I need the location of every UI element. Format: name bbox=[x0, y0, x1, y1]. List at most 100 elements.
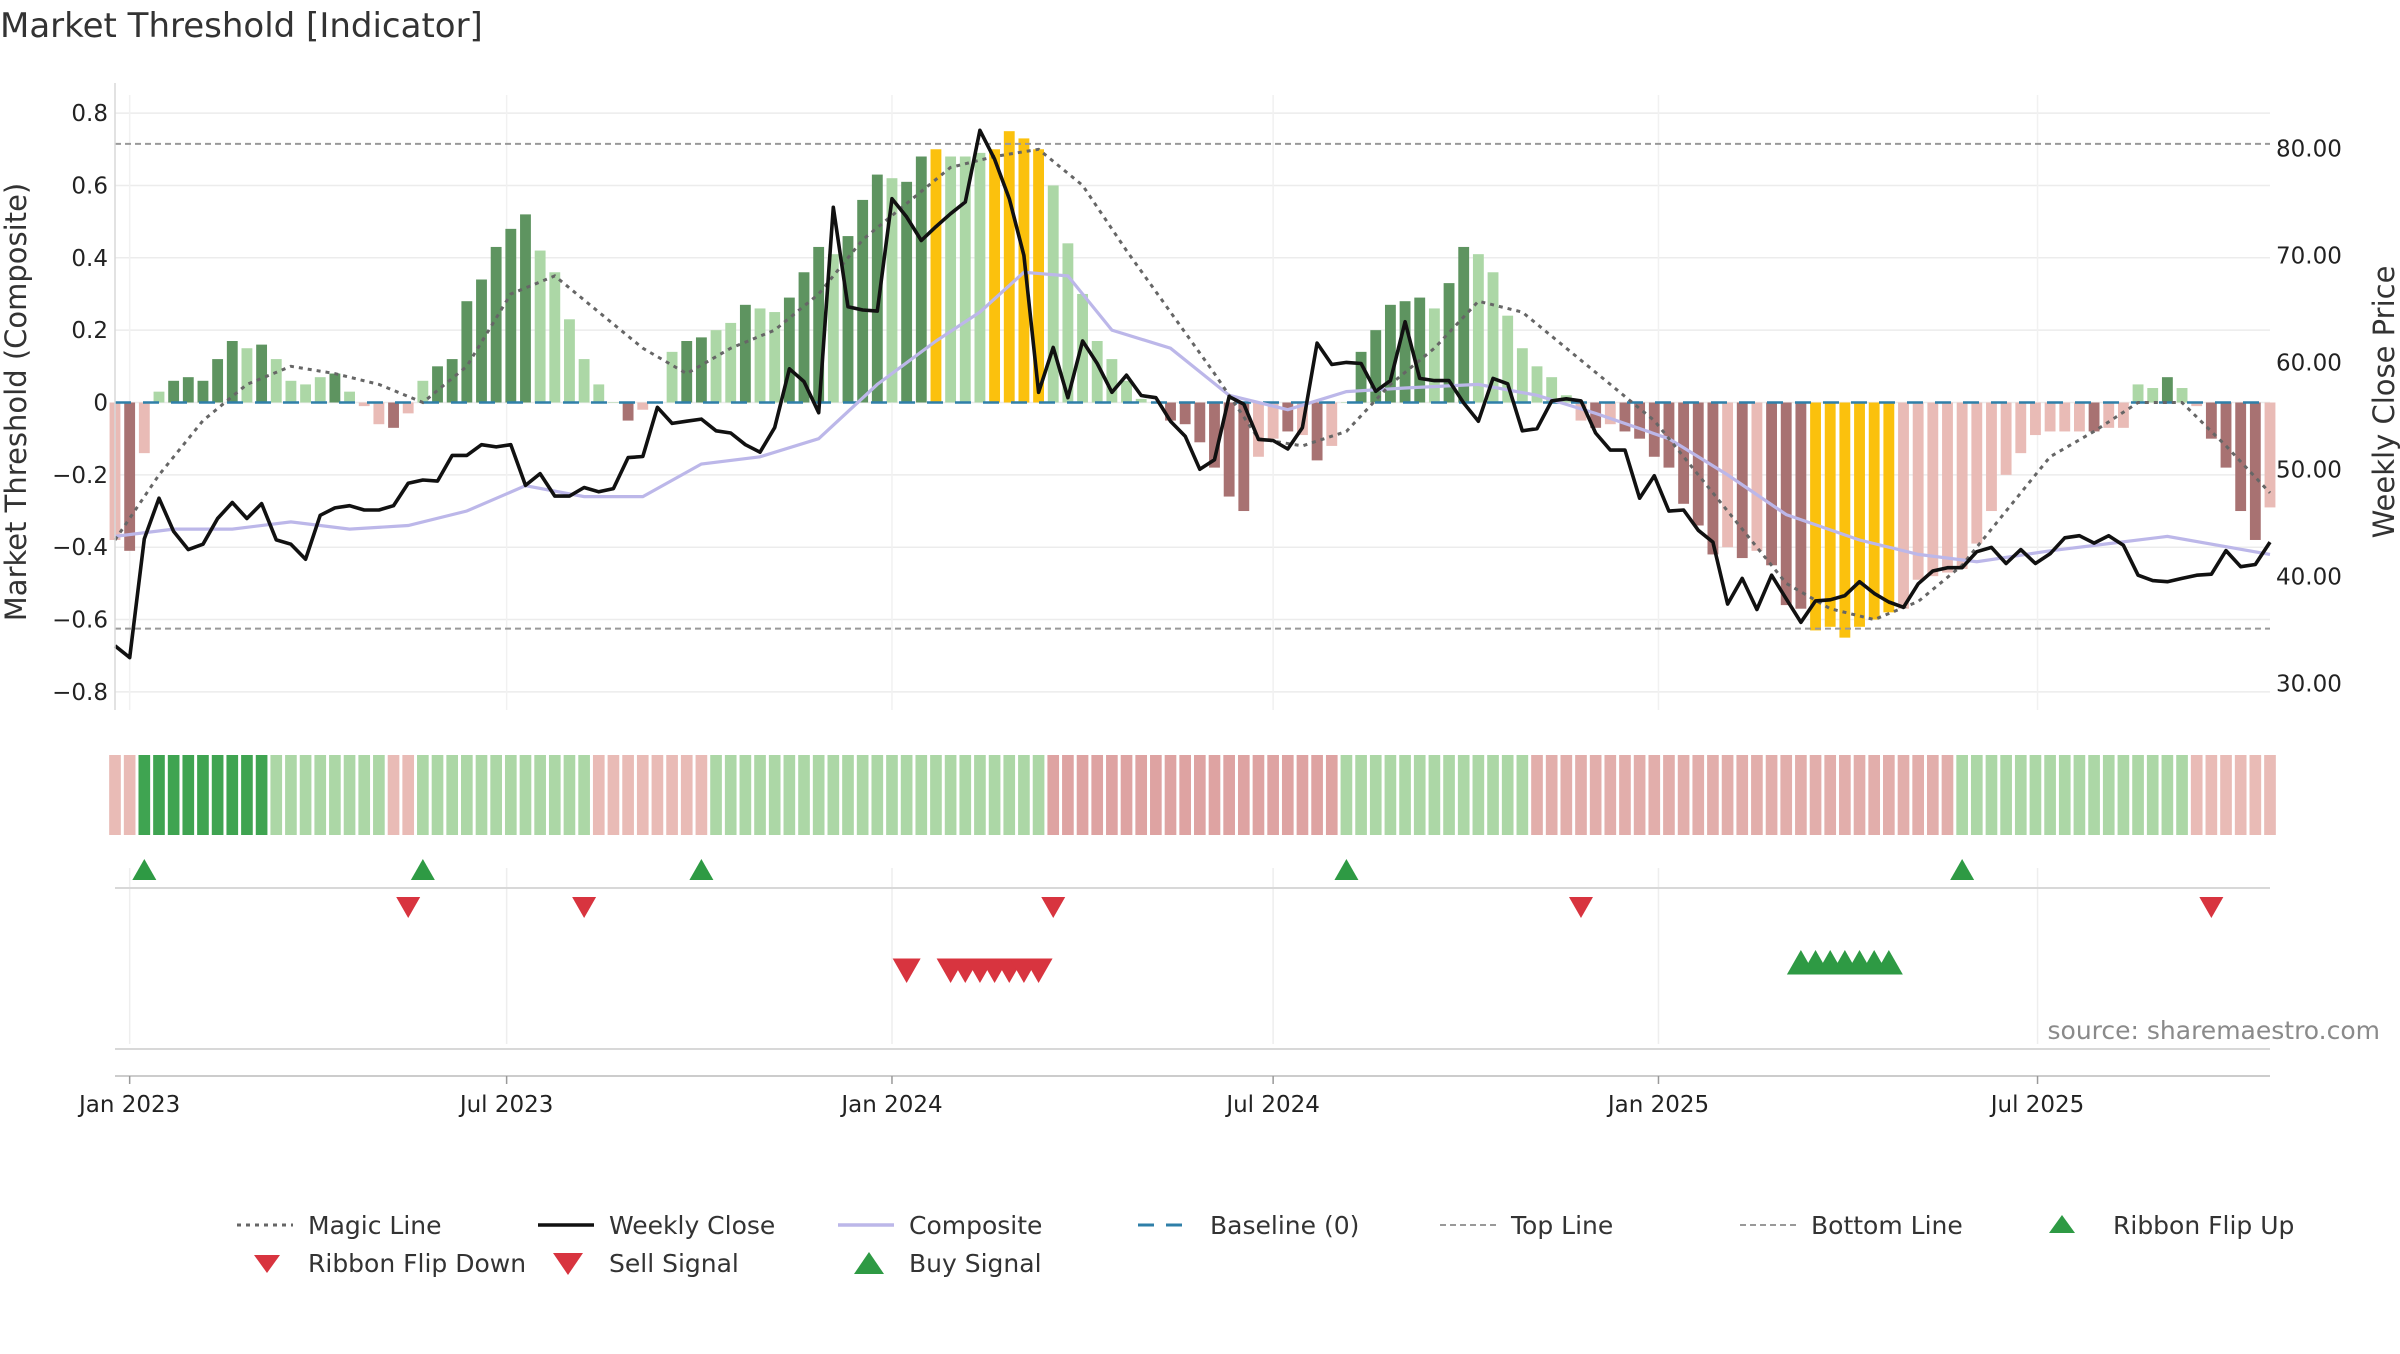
ribbon-cell bbox=[666, 755, 678, 835]
ribbon-cell bbox=[387, 755, 400, 835]
legend-label-sell-signal: Sell Signal bbox=[609, 1249, 739, 1278]
ribbon-cell bbox=[607, 755, 620, 835]
ribbon-cell bbox=[1311, 755, 1323, 835]
x-tick-label: Jan 2025 bbox=[1606, 1092, 1709, 1118]
ribbon-cell bbox=[211, 755, 224, 835]
ribbon-flip-up-marker bbox=[1950, 859, 1975, 880]
ribbon-cell bbox=[1985, 755, 1998, 835]
ribbon-cell bbox=[1355, 755, 1367, 835]
composite-bar bbox=[842, 236, 854, 403]
ribbon-cell bbox=[1589, 755, 1602, 835]
ribbon-cell bbox=[1501, 755, 1514, 835]
ribbon-cell bbox=[1252, 755, 1265, 835]
y-tick-label: 0.4 bbox=[71, 246, 108, 272]
composite-bar bbox=[608, 402, 619, 403]
composite-bars bbox=[109, 131, 2276, 638]
composite-bar bbox=[417, 380, 429, 403]
source-note: source: sharemaestro.com bbox=[2048, 1016, 2381, 1045]
composite-bar bbox=[153, 391, 165, 403]
composite-bar bbox=[344, 391, 355, 403]
ribbon-cell bbox=[138, 755, 151, 835]
composite-bar bbox=[1854, 402, 1865, 627]
composite-bar bbox=[1311, 402, 1323, 461]
ribbon-cell bbox=[1135, 755, 1148, 835]
composite-bar bbox=[666, 351, 678, 403]
ribbon-cell bbox=[1839, 755, 1851, 835]
legend-item-buy-signal: Buy Signal bbox=[854, 1249, 1042, 1278]
composite-bar bbox=[2191, 402, 2203, 407]
composite-bar bbox=[2205, 402, 2217, 439]
ribbon-cell bbox=[1516, 755, 1529, 835]
composite-bar bbox=[2264, 402, 2276, 508]
ribbon-cell bbox=[1926, 755, 1939, 835]
ribbon-cell bbox=[1707, 755, 1719, 835]
ribbon-flip-down-marker bbox=[396, 897, 421, 918]
ribbon-cell bbox=[1150, 755, 1162, 835]
ribbon-cell bbox=[842, 755, 854, 835]
composite-bar bbox=[1238, 402, 1250, 512]
legend-item-ribbon-flip-down: Ribbon Flip Down bbox=[254, 1249, 526, 1278]
ribbon-cell bbox=[1457, 755, 1470, 835]
ribbon-cell bbox=[226, 755, 239, 835]
composite-bar bbox=[1355, 351, 1367, 403]
legend: Magic Line Weekly Close Composite Baseli… bbox=[237, 1211, 2294, 1278]
ribbon-cell bbox=[2234, 755, 2247, 835]
composite-bar bbox=[754, 308, 766, 403]
chart-title: Market Threshold [Indicator] bbox=[0, 6, 483, 46]
legend-item-sell-signal: Sell Signal bbox=[553, 1249, 739, 1278]
composite-bar bbox=[2249, 402, 2261, 540]
composite-bar bbox=[1003, 131, 1015, 403]
composite-bar bbox=[725, 322, 737, 403]
composite-bar bbox=[1179, 402, 1191, 425]
composite-bar bbox=[1091, 341, 1103, 403]
ribbon-cell bbox=[1780, 755, 1793, 835]
ribbon-flip-down-marker bbox=[1041, 897, 1066, 918]
composite-bar bbox=[329, 373, 341, 403]
composite-bar bbox=[2044, 402, 2056, 432]
ribbon-cell bbox=[519, 755, 532, 835]
ribbon-cell bbox=[959, 755, 972, 835]
composite-bar bbox=[402, 402, 414, 414]
y-tick-label: −0.8 bbox=[52, 680, 108, 706]
ribbon-cell bbox=[944, 755, 957, 835]
composite-bar bbox=[256, 344, 268, 403]
ribbon-cell bbox=[871, 755, 884, 835]
composite-bar bbox=[241, 348, 253, 403]
ribbon-cell bbox=[724, 755, 737, 835]
axes: 0.8 0.6 0.4 0.2 0 −0.2 −0.4 −0.6 −0.8 80.00 70.00 6… bbox=[52, 83, 2342, 710]
ribbon-cell bbox=[1208, 755, 1221, 835]
composite-bar bbox=[1604, 402, 1616, 425]
y-tick-label: −0.4 bbox=[52, 535, 108, 561]
ribbon-cell bbox=[930, 755, 942, 835]
ribbon-cell bbox=[2249, 755, 2262, 835]
composite-bar bbox=[300, 384, 312, 403]
ribbon-cell bbox=[255, 755, 268, 835]
ribbon-cell bbox=[827, 755, 840, 835]
ribbon-cell bbox=[1443, 755, 1455, 835]
composite-bar bbox=[1883, 402, 1895, 613]
composite-bar bbox=[1282, 402, 1294, 432]
ribbon-cell bbox=[1751, 755, 1763, 835]
legend-label-ribbon-flip-up: Ribbon Flip Up bbox=[2113, 1211, 2294, 1240]
line-series bbox=[113, 128, 2272, 660]
sell-signal-marker bbox=[892, 958, 921, 983]
ribbon-cell bbox=[1531, 755, 1543, 835]
ribbon-cell bbox=[2205, 755, 2218, 835]
composite-bar bbox=[1810, 402, 1821, 631]
composite-bar bbox=[798, 272, 810, 403]
ribbon-cell bbox=[1736, 755, 1749, 835]
composite-bar bbox=[1736, 402, 1748, 559]
composite-bar bbox=[1443, 283, 1455, 403]
buy-signal-marker bbox=[1874, 950, 1903, 975]
ribbon-cell bbox=[1633, 755, 1646, 835]
ribbon-cell bbox=[1194, 755, 1206, 835]
ribbon-cell bbox=[1296, 755, 1309, 835]
ribbon-cell bbox=[299, 755, 312, 835]
ribbon-cell bbox=[285, 755, 297, 835]
composite-bar bbox=[1868, 402, 1880, 620]
y-tick-label: 0 bbox=[93, 391, 108, 417]
ribbon-cell bbox=[1545, 755, 1558, 835]
ribbon-cell bbox=[270, 755, 283, 835]
composite-bar bbox=[2161, 377, 2173, 403]
composite-bar bbox=[681, 341, 693, 403]
